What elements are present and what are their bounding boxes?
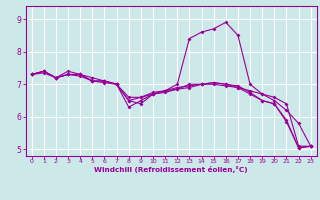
X-axis label: Windchill (Refroidissement éolien,°C): Windchill (Refroidissement éolien,°C) bbox=[94, 166, 248, 173]
